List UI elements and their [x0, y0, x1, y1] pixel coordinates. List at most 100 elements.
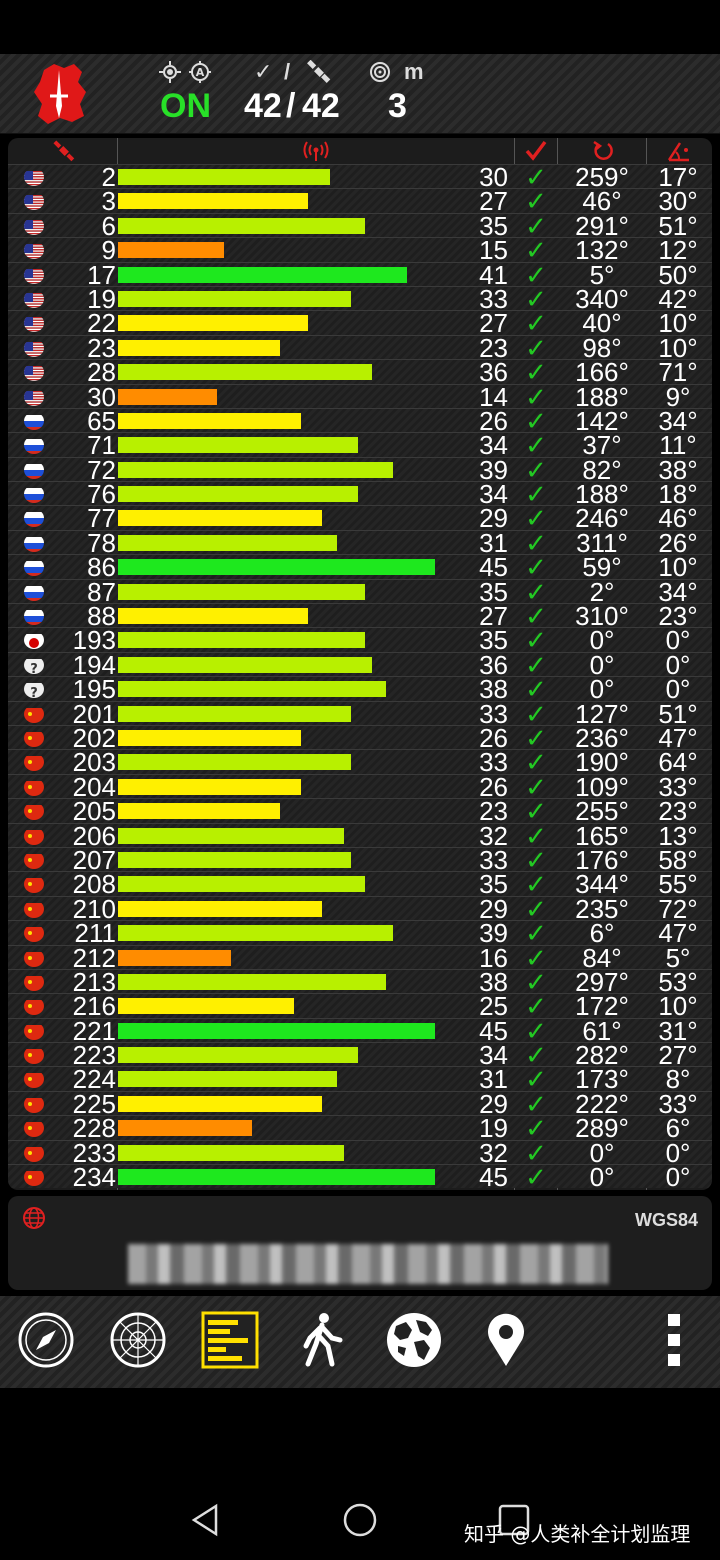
- used-check-icon: ✓: [525, 235, 547, 266]
- recents-icon[interactable]: [496, 1502, 532, 1538]
- table-row[interactable]: 65 26 ✓ 142° 34°: [8, 407, 712, 434]
- cn-flag-icon: [24, 778, 44, 796]
- globe-icon[interactable]: [384, 1310, 444, 1370]
- table-row[interactable]: 208 35 ✓ 344° 55°: [8, 869, 712, 900]
- table-row[interactable]: 86 45 ✓ 59° 10°: [8, 554, 712, 580]
- used-check-icon: ✓: [525, 674, 547, 705]
- signal-bar-track: [118, 263, 438, 287]
- table-row[interactable]: 224 31 ✓ 173° 8°: [8, 1066, 712, 1092]
- system-navigation-bar: [0, 1480, 720, 1560]
- table-row[interactable]: 211 39 ✓ 6° 47°: [8, 920, 712, 946]
- used-column-icon[interactable]: [524, 140, 548, 162]
- table-row[interactable]: ? 195 38 ✓ 0° 0°: [8, 674, 712, 705]
- table-row[interactable]: 205 23 ✓ 255° 23°: [8, 798, 712, 824]
- azimuth-value: 236°: [575, 722, 629, 753]
- azimuth-column-icon[interactable]: [590, 140, 616, 162]
- used-check-icon: ✓: [525, 357, 547, 388]
- signal-bar-track: [118, 1141, 438, 1165]
- table-row[interactable]: 210 29 ✓ 235° 72°: [8, 893, 712, 924]
- jp-flag-icon: [24, 631, 44, 650]
- used-check-icon: ✓: [525, 503, 547, 534]
- signal-bar: [118, 315, 308, 332]
- elevation-value: 53°: [658, 966, 698, 997]
- cn-flag-icon: [24, 802, 44, 821]
- signal-bar: [118, 290, 351, 307]
- used-check-icon: ✓: [525, 1113, 547, 1144]
- table-row[interactable]: 30 14 ✓ 188° 9°: [8, 383, 712, 410]
- home-icon[interactable]: [342, 1502, 378, 1538]
- table-row[interactable]: 233 32 ✓ 0° 0°: [8, 1139, 712, 1166]
- signal-bar: [118, 412, 301, 429]
- table-row[interactable]: 207 33 ✓ 176° 58°: [8, 846, 712, 873]
- table-row[interactable]: 223 34 ✓ 282° 27°: [8, 1040, 712, 1071]
- table-row[interactable]: 88 27 ✓ 310° 23°: [8, 603, 712, 629]
- cn-flag-icon: [24, 924, 44, 943]
- snr-value: 23: [479, 332, 508, 363]
- table-row[interactable]: 225 29 ✓ 222° 33°: [8, 1088, 712, 1119]
- cn-flag-icon: [24, 851, 44, 869]
- table-row[interactable]: 22 27 ✓ 40° 10°: [8, 308, 712, 339]
- signal-bar-track: [118, 385, 438, 409]
- signal-bar: [118, 169, 330, 185]
- compass-icon[interactable]: [16, 1310, 76, 1370]
- elevation-value: 55°: [658, 869, 698, 900]
- signal-bar-track: [118, 238, 438, 262]
- table-row[interactable]: 3 27 ✓ 46° 30°: [8, 188, 712, 214]
- table-row[interactable]: 71 34 ✓ 37° 11°: [8, 432, 712, 458]
- used-check-icon: ✓: [525, 1088, 547, 1119]
- signal-bar: [118, 364, 372, 381]
- signal-column-icon[interactable]: [300, 140, 332, 162]
- accuracy-target-icon: [370, 62, 390, 82]
- signal-bars-icon[interactable]: [200, 1310, 260, 1370]
- table-row[interactable]: ? 194 36 ✓ 0° 0°: [8, 651, 712, 678]
- table-row[interactable]: 78 31 ✓ 311° 26°: [8, 529, 712, 556]
- azimuth-value: 40°: [582, 308, 622, 339]
- table-row[interactable]: 216 25 ✓ 172° 10°: [8, 993, 712, 1019]
- us-flag-icon: [24, 290, 44, 308]
- elevation-column-icon[interactable]: [666, 140, 692, 162]
- table-row[interactable]: 203 33 ✓ 190° 64°: [8, 749, 712, 775]
- table-row[interactable]: 212 16 ✓ 84° 5°: [8, 944, 712, 971]
- signal-bar-track: [118, 555, 438, 579]
- snr-value: 35: [479, 625, 508, 656]
- azimuth-value: 282°: [575, 1040, 629, 1071]
- table-row[interactable]: 17 41 ✓ 5° 50°: [8, 261, 712, 288]
- table-row[interactable]: 201 33 ✓ 127° 51°: [8, 700, 712, 727]
- table-row[interactable]: 6 35 ✓ 291° 51°: [8, 212, 712, 239]
- table-row[interactable]: 206 32 ✓ 165° 13°: [8, 822, 712, 849]
- walk-icon[interactable]: [292, 1310, 352, 1370]
- cn-flag-icon: [24, 1144, 44, 1162]
- table-row[interactable]: 9 15 ✓ 132° 12°: [8, 235, 712, 266]
- table-row[interactable]: 221 45 ✓ 61° 31°: [8, 1017, 712, 1044]
- table-row[interactable]: 2 30 ✓ 259° 17°: [8, 164, 712, 190]
- table-row[interactable]: 19 33 ✓ 340° 42°: [8, 285, 712, 312]
- table-row[interactable]: 87 35 ✓ 2° 34°: [8, 576, 712, 607]
- radar-icon[interactable]: [108, 1310, 168, 1370]
- table-row[interactable]: 193 35 ✓ 0° 0°: [8, 625, 712, 656]
- table-row[interactable]: 23 23 ✓ 98° 10°: [8, 332, 712, 363]
- satellite-id: 77: [87, 503, 116, 534]
- elevation-value: 72°: [658, 893, 698, 924]
- table-row[interactable]: 28 36 ✓ 166° 71°: [8, 357, 712, 388]
- table-row[interactable]: 204 26 ✓ 109° 33°: [8, 773, 712, 800]
- back-icon[interactable]: [188, 1502, 224, 1538]
- used-check-icon: ✓: [525, 576, 547, 607]
- signal-bar: [118, 461, 393, 478]
- table-row[interactable]: 202 26 ✓ 236° 47°: [8, 722, 712, 753]
- snr-value: 27: [479, 308, 508, 339]
- app-logo-icon[interactable]: [30, 62, 88, 126]
- signal-bar: [118, 729, 301, 746]
- table-row[interactable]: 228 19 ✓ 289° 6°: [8, 1113, 712, 1144]
- more-icon[interactable]: [644, 1310, 704, 1370]
- signal-bar-track: [118, 653, 438, 677]
- satellite-column-icon[interactable]: [52, 140, 76, 162]
- table-row[interactable]: 77 29 ✓ 246° 46°: [8, 503, 712, 534]
- signal-bar-track: [118, 1019, 438, 1043]
- map-pin-icon[interactable]: [476, 1310, 536, 1370]
- table-row[interactable]: 234 45 ✓ 0° 0°: [8, 1164, 712, 1190]
- table-row[interactable]: 76 34 ✓ 188° 18°: [8, 481, 712, 507]
- us-flag-icon: [24, 266, 44, 284]
- table-row[interactable]: 72 39 ✓ 82° 38°: [8, 456, 712, 483]
- table-row[interactable]: 213 38 ✓ 297° 53°: [8, 966, 712, 997]
- satellite-id: 28: [87, 357, 116, 388]
